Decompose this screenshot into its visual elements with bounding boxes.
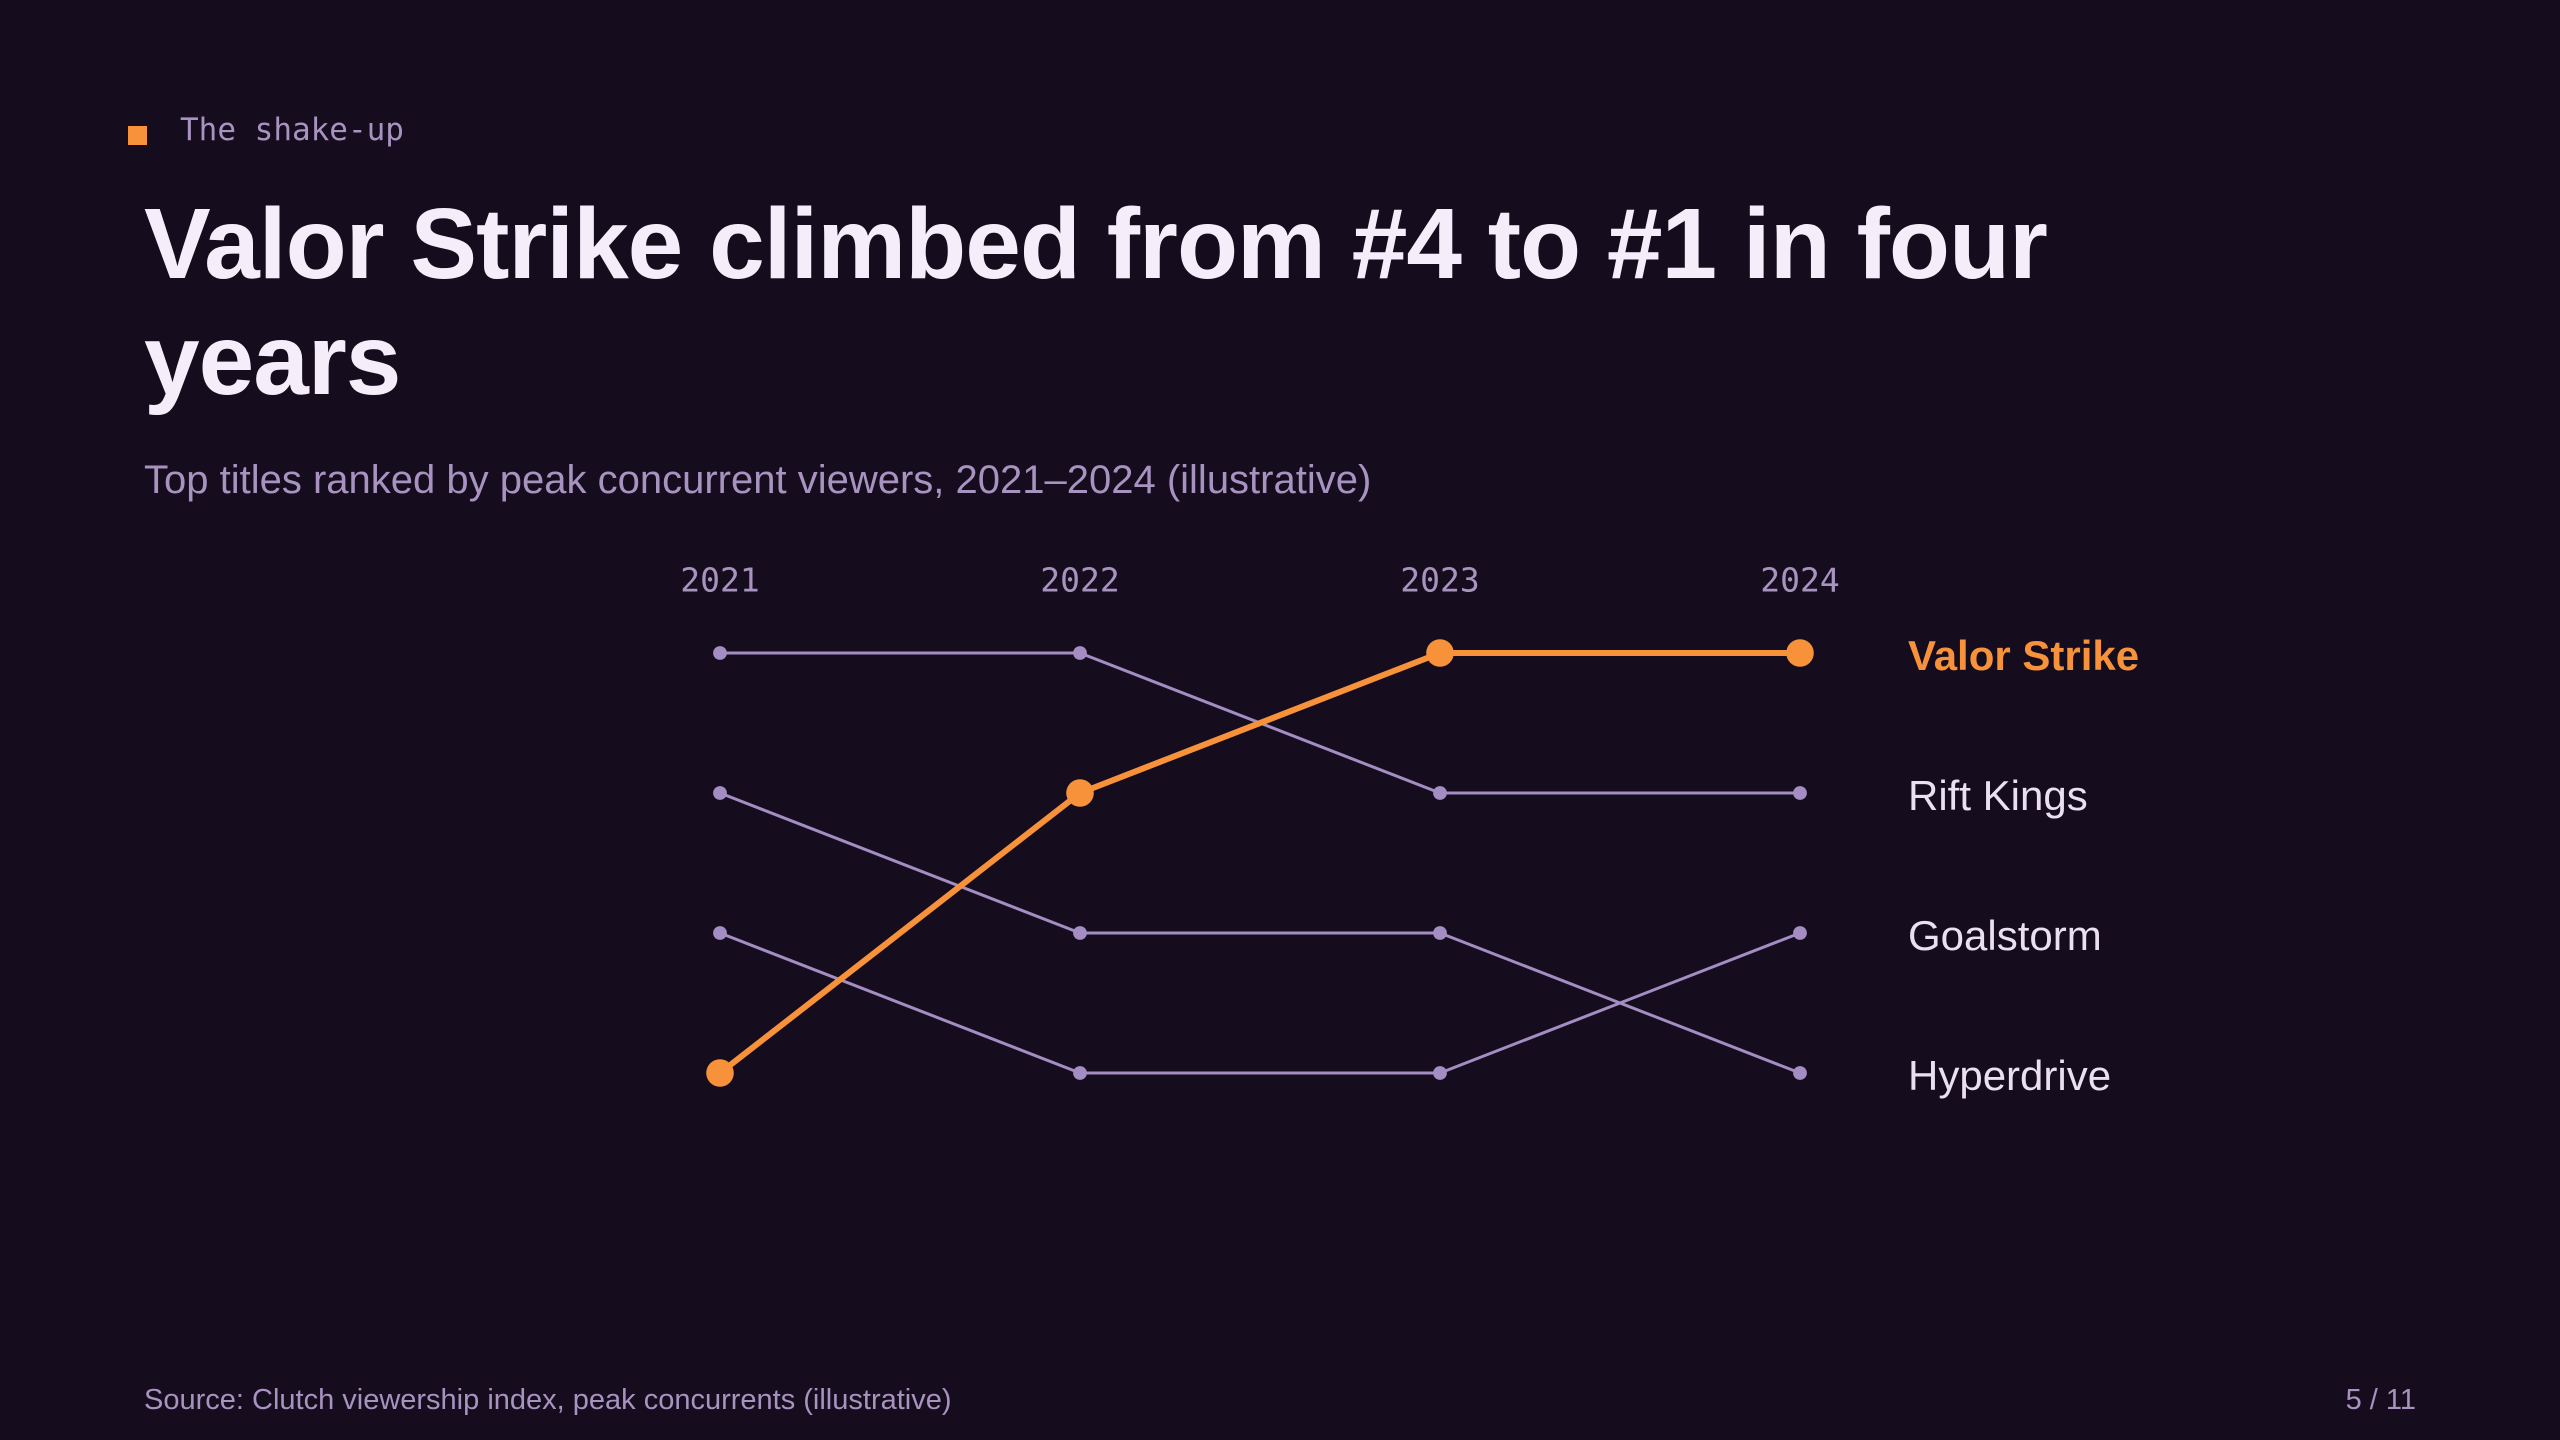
series-label: Hyperdrive: [1908, 1052, 2111, 1099]
point: [1433, 926, 1447, 940]
point: [1433, 1066, 1447, 1080]
x-tick-label: 2022: [1040, 561, 1119, 600]
point: [1073, 1066, 1087, 1080]
page-number: 5 / 11: [2345, 1384, 2416, 1416]
kicker-marker: [128, 126, 147, 145]
point: [1073, 646, 1087, 660]
title: Valor Strike climbed from #4 to #1 in fo…: [144, 188, 2048, 416]
series-label: Rift Kings: [1908, 772, 2088, 819]
point: [706, 1059, 734, 1087]
point: [713, 786, 727, 800]
series-label: Goalstorm: [1908, 912, 2102, 959]
series-line: [718, 650, 1800, 1076]
point: [1793, 1066, 1807, 1080]
x-tick-label: 2023: [1400, 561, 1479, 600]
point: [713, 646, 727, 660]
point: [1426, 639, 1454, 667]
point: [1793, 926, 1807, 940]
x-tick-label: 2024: [1760, 561, 1839, 600]
series-line: [719, 791, 1801, 1075]
point: [1433, 786, 1447, 800]
point: [1786, 639, 1814, 667]
point: [1793, 786, 1807, 800]
series-label: Valor Strike: [1908, 632, 2139, 679]
source: Source: Clutch viewership index, peak co…: [144, 1384, 952, 1416]
subtitle: Top titles ranked by peak concurrent vie…: [144, 458, 1372, 502]
kicker: The shake-up: [180, 112, 404, 148]
x-tick-label: 2021: [680, 561, 759, 600]
point: [713, 926, 727, 940]
point: [1066, 779, 1094, 807]
series-line: [719, 931, 1801, 1075]
point: [1073, 926, 1087, 940]
